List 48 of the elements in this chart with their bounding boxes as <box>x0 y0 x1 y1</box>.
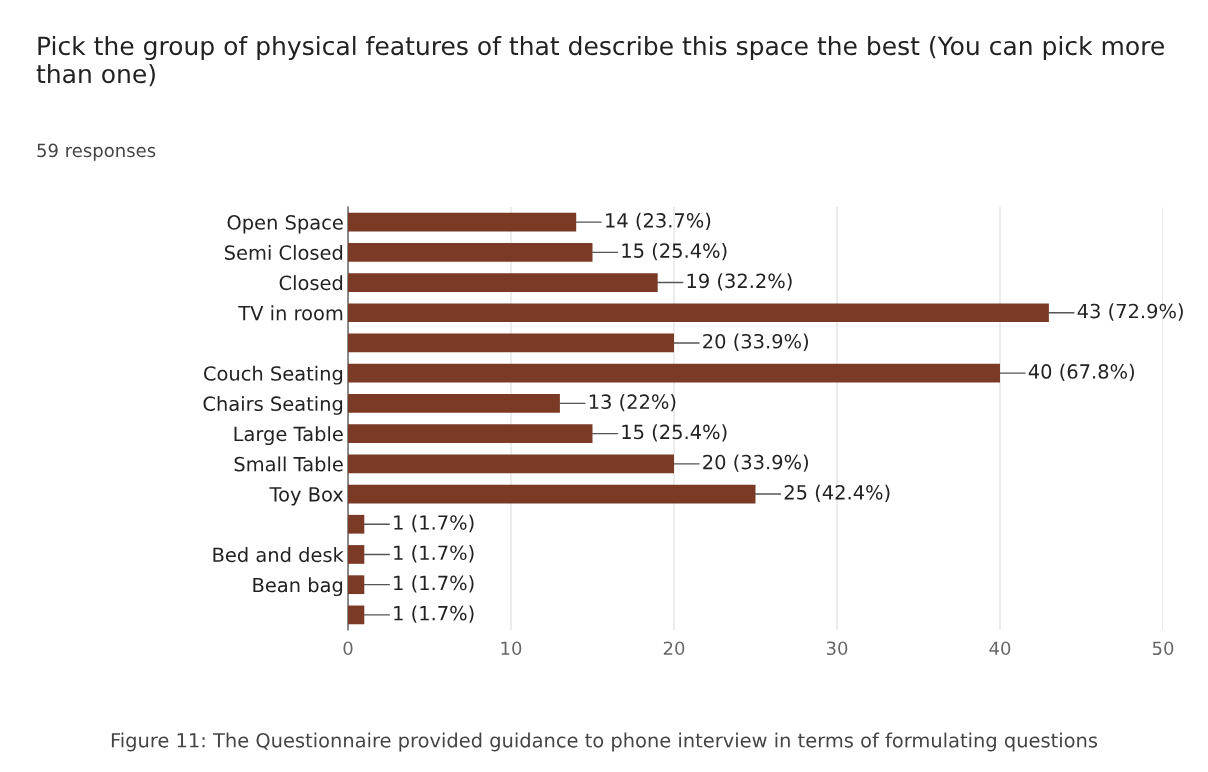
y-tick-label: Large Table <box>234 426 343 446</box>
data-label: 25 (42.4%) <box>784 484 890 502</box>
x-tick-label: 40 <box>989 641 1011 656</box>
bar <box>348 363 1000 383</box>
bar <box>348 242 593 262</box>
caption: Figure 11: The Questionnaire provided guidance to phone interview in terms of formulating questions <box>111 732 1098 752</box>
text: 59 responses <box>37 143 156 161</box>
y-tick-label: Closed <box>279 275 343 291</box>
bar <box>348 424 593 443</box>
bar <box>348 545 365 564</box>
bar <box>348 514 365 534</box>
data-label: 15 (25.4%) <box>622 424 727 442</box>
y-tick-label: Small Table <box>234 456 343 472</box>
bar <box>348 212 577 232</box>
x-tick-label: 10 <box>501 641 522 656</box>
chart-title: Pick the group of physical features of that describe this space the best (You can pick more than one) <box>36 35 1164 87</box>
data-label: 13 (22%) <box>589 394 676 412</box>
bar <box>348 484 756 504</box>
x-tick-label: 0 <box>343 641 353 656</box>
data-label: 40 (67.8%) <box>1028 363 1134 382</box>
data-label: 43 (72.9%) <box>1077 303 1183 321</box>
x-tick-label: 30 <box>826 641 848 656</box>
y-tick-label: Chairs Seating <box>203 396 343 415</box>
data-label: 20 (33.9%) <box>703 333 808 351</box>
bar <box>348 333 674 353</box>
bar <box>348 605 365 625</box>
x-tick-label: 20 <box>663 641 685 656</box>
y-tick-label: Bed and desk <box>213 547 344 563</box>
bar <box>348 454 674 474</box>
bar <box>348 273 658 292</box>
data-label: 1 (1.7%) <box>394 545 474 563</box>
data-label: 14 (23.7%) <box>606 212 711 231</box>
x-tick-label: 50 <box>1152 641 1174 656</box>
y-tick-label: Bean bag <box>253 577 343 597</box>
y-tick-label: TV in room <box>238 305 343 321</box>
y-tick-label: Toy Box <box>269 487 344 506</box>
data-label: 1 (1.7%) <box>394 514 474 533</box>
bar <box>348 394 560 413</box>
bar <box>348 303 1049 323</box>
y-tick-label: Open Space <box>227 215 343 234</box>
data-label: 1 (1.7%) <box>394 575 474 593</box>
data-label: 1 (1.7%) <box>394 605 474 623</box>
bar <box>348 575 365 595</box>
y-tick-label: Semi Closed <box>224 244 343 260</box>
data-label: 19 (32.2%) <box>687 273 792 291</box>
data-label: 15 (25.4%) <box>622 242 727 261</box>
y-tick-label: Couch Seating <box>204 365 343 385</box>
data-label: 20 (33.9%) <box>703 454 808 472</box>
